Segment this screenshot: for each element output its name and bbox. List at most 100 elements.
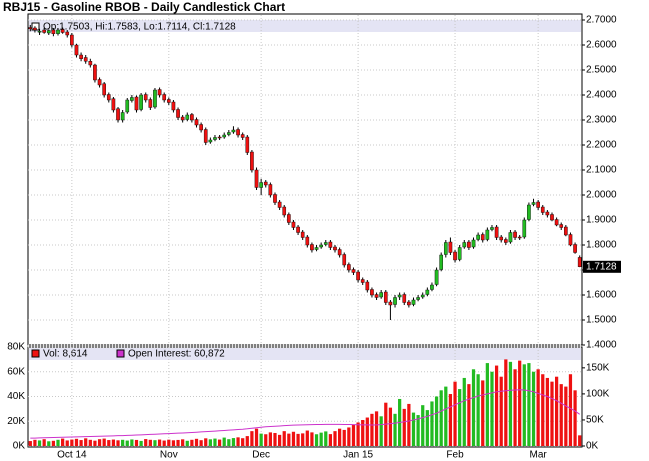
candle-body bbox=[282, 206, 287, 216]
candle-body bbox=[60, 29, 65, 33]
candle-body bbox=[383, 291, 388, 303]
volume-bar bbox=[573, 390, 577, 446]
volume-bar bbox=[116, 440, 120, 446]
volume-bar bbox=[361, 420, 365, 446]
vol-tick-label: 60K bbox=[7, 366, 25, 377]
candle-body bbox=[434, 269, 439, 285]
candle-body bbox=[365, 281, 370, 291]
candle-body bbox=[416, 297, 420, 300]
volume-bar bbox=[402, 408, 406, 446]
volume-bar bbox=[167, 439, 171, 446]
volume-bar bbox=[74, 438, 79, 446]
candle-body bbox=[134, 96, 139, 111]
candle-body bbox=[46, 30, 51, 34]
candle-body bbox=[97, 79, 102, 86]
candle-body bbox=[51, 29, 56, 34]
volume-bar bbox=[199, 440, 203, 446]
candle-body bbox=[545, 211, 550, 216]
price-legend: Op:1.7503, Hi:1.7583, Lo:1.7114, Cl:1.71… bbox=[43, 22, 236, 33]
y-tick-label: 1.9000 bbox=[586, 215, 617, 226]
candle-body bbox=[453, 251, 457, 261]
volume-bar bbox=[578, 435, 582, 446]
volume-bar bbox=[171, 440, 176, 446]
volume-bar bbox=[222, 437, 226, 446]
candle-body bbox=[120, 112, 125, 121]
volume-bar bbox=[370, 413, 374, 446]
y2-tick-label: 0K bbox=[586, 441, 599, 452]
candle-body bbox=[291, 221, 296, 228]
volume-bar bbox=[550, 381, 554, 446]
volume-bar bbox=[531, 371, 536, 446]
volume-bar bbox=[305, 430, 309, 446]
volume-bar bbox=[324, 431, 328, 446]
candle-body bbox=[42, 29, 46, 33]
volume-bar bbox=[245, 436, 249, 446]
volume-bar bbox=[111, 439, 116, 446]
candle-body bbox=[28, 27, 33, 29]
volume-bar bbox=[379, 416, 383, 446]
volume-bar bbox=[51, 440, 56, 446]
candle-body bbox=[65, 31, 70, 36]
volume-bar bbox=[421, 405, 425, 446]
volume-bar bbox=[559, 384, 563, 446]
volume-bar bbox=[522, 364, 526, 446]
y-tick-label: 2.1000 bbox=[586, 165, 617, 176]
candle-body bbox=[305, 236, 310, 246]
volume-bar bbox=[310, 432, 314, 446]
candle-body bbox=[397, 294, 402, 298]
y-tick-label: 2.0000 bbox=[586, 190, 617, 201]
candle-body bbox=[485, 229, 490, 240]
candle-body bbox=[180, 116, 185, 121]
candle-body bbox=[33, 27, 37, 31]
volume-bar bbox=[70, 439, 74, 446]
candle-body bbox=[148, 99, 153, 108]
volume-bar bbox=[241, 438, 245, 446]
y-tick-label: 1.5000 bbox=[586, 315, 617, 326]
volume-bar bbox=[130, 439, 134, 446]
volume-bar bbox=[88, 439, 92, 446]
candle-body bbox=[531, 202, 536, 205]
last-price-label: 1.7128 bbox=[586, 261, 617, 272]
candle-body bbox=[522, 219, 527, 238]
volume-bar bbox=[264, 434, 268, 446]
volume-bar bbox=[134, 439, 139, 446]
volume-bar bbox=[37, 440, 42, 446]
candle-body bbox=[513, 231, 517, 238]
volume-bar bbox=[61, 438, 65, 446]
candle-body bbox=[504, 239, 508, 243]
candle-body bbox=[70, 34, 74, 46]
volume-bar bbox=[121, 439, 125, 446]
volume-bar bbox=[393, 413, 397, 446]
volume-bar bbox=[448, 394, 453, 446]
candle-body bbox=[250, 151, 254, 171]
candle-body bbox=[420, 294, 425, 298]
candle-body bbox=[467, 241, 471, 248]
volume-bar bbox=[291, 431, 296, 446]
candle-body bbox=[480, 234, 485, 241]
volume-legend-band bbox=[29, 348, 581, 360]
vol-tick-label: 40K bbox=[7, 391, 25, 402]
candle-body bbox=[568, 234, 573, 246]
volume-bar bbox=[504, 359, 508, 446]
volume-bar bbox=[208, 439, 212, 446]
x-tick-label: Jan 15 bbox=[343, 450, 373, 461]
y-tick-label: 2.2000 bbox=[586, 140, 617, 151]
candle-body bbox=[471, 239, 476, 248]
y-tick-label: 1.4000 bbox=[586, 340, 617, 351]
candle-body bbox=[143, 94, 148, 101]
candle-body bbox=[259, 182, 263, 188]
volume-bar bbox=[333, 431, 337, 446]
volume-bar bbox=[227, 439, 231, 446]
volume-bar bbox=[268, 432, 272, 446]
volume-bar bbox=[513, 369, 517, 446]
volume-bar bbox=[236, 437, 240, 446]
volume-bar bbox=[545, 377, 549, 446]
volume-bar bbox=[467, 384, 471, 446]
candle-body bbox=[388, 301, 393, 306]
candle-body bbox=[300, 231, 305, 238]
candle-body bbox=[314, 247, 319, 250]
volume-bar bbox=[411, 412, 416, 446]
volume-bar bbox=[338, 428, 342, 446]
candle-body bbox=[162, 94, 167, 101]
